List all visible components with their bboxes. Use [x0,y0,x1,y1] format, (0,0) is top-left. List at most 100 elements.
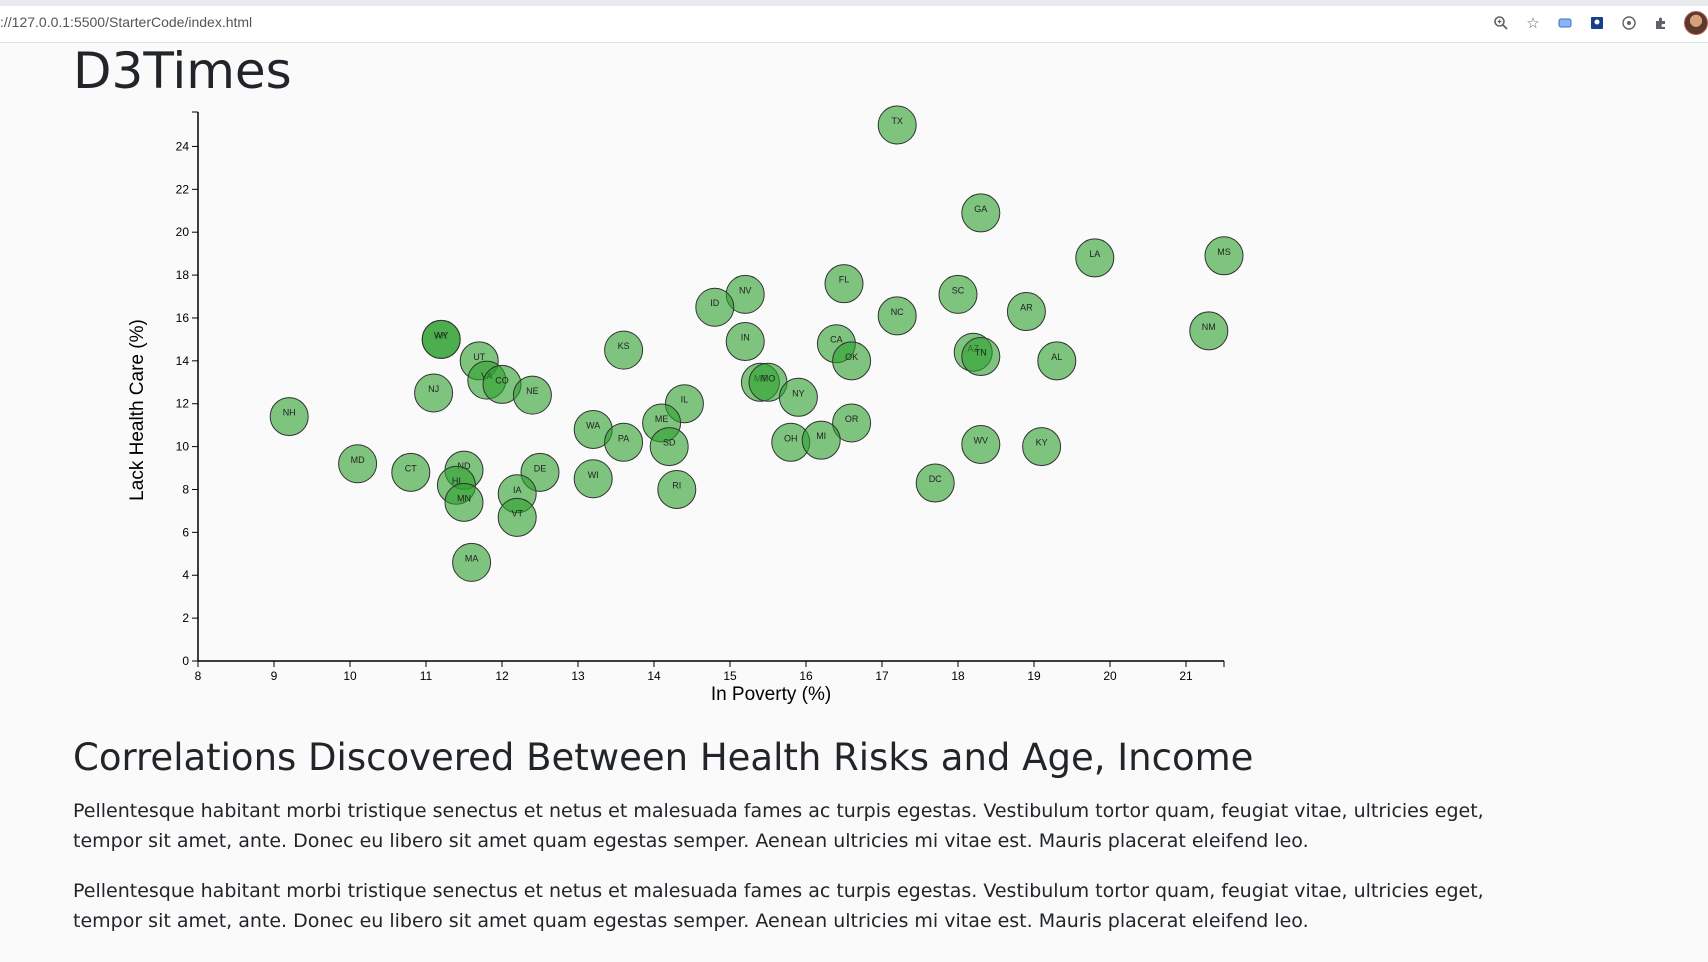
screen-icon[interactable] [1588,14,1606,32]
data-point-label: AR [1020,303,1033,313]
data-point-label: IN [741,333,750,343]
data-point[interactable] [725,322,765,362]
data-point[interactable] [649,427,689,467]
data-point-label: DC [929,474,942,484]
data-point[interactable] [877,105,917,145]
data-point[interactable] [338,444,378,484]
state-point-mi[interactable]: MI [801,420,841,460]
state-point-md[interactable]: MD [338,444,378,484]
data-point[interactable] [444,482,484,522]
bookmark-star-icon[interactable]: ☆ [1526,15,1540,32]
data-point[interactable] [1022,427,1062,467]
data-point[interactable] [778,377,818,417]
data-point[interactable] [1075,238,1115,278]
data-point-label: MN [457,493,471,503]
data-point[interactable] [832,403,872,443]
x-tick-label: 11 [420,669,433,683]
data-point[interactable] [414,373,454,413]
state-point-ms[interactable]: MS [1204,236,1244,276]
paragraph-1: Pellentesque habitant morbi tristique se… [73,800,1484,852]
data-point[interactable] [269,397,309,437]
state-point-ne[interactable]: NE [512,375,552,415]
data-point-label: HI [452,476,461,486]
data-point[interactable] [695,287,735,327]
state-point-nc[interactable]: NC [877,296,917,336]
data-point[interactable] [391,452,431,492]
data-point[interactable] [604,422,644,462]
state-point-or[interactable]: OR [832,403,872,443]
extension-icon[interactable] [1556,14,1574,32]
data-point[interactable] [604,330,644,370]
data-point-label: NC [891,307,904,317]
state-point-dc[interactable]: DC [915,463,955,503]
zoom-icon[interactable] [1492,14,1510,32]
state-point-wv[interactable]: WV [961,424,1001,464]
state-point-mn[interactable]: MN [444,482,484,522]
state-point-ny[interactable]: NY [778,377,818,417]
data-point[interactable] [573,459,613,499]
state-point-sd[interactable]: SD [649,427,689,467]
y-tick-label: 6 [182,525,189,539]
data-point-label: OR [845,414,859,424]
state-point-ct[interactable]: CT [391,452,431,492]
data-point-label: WI [588,470,599,480]
scatter-chart: TXGALAMSFLNVSCIDNCARNMAKWYINKSCAAZTNOKUT… [127,105,1244,705]
state-point-sc[interactable]: SC [938,274,978,314]
state-point-ks[interactable]: KS [604,330,644,370]
data-point[interactable] [801,420,841,460]
data-point[interactable] [452,542,492,582]
data-point-label: WY [434,330,449,340]
data-point[interactable] [512,375,552,415]
data-point[interactable] [1006,292,1046,332]
state-point-ar[interactable]: AR [1006,292,1046,332]
data-point[interactable] [961,193,1001,233]
data-point-label: NH [283,408,296,418]
state-point-vt[interactable]: VT [497,497,537,537]
state-point-al[interactable]: AL [1037,341,1077,381]
data-point[interactable] [832,341,872,381]
data-point[interactable] [824,264,864,304]
y-tick-label: 8 [182,482,189,496]
data-point-label: SD [663,438,676,448]
address-bar[interactable]: ://127.0.0.1:5500/StarterCode/index.html [0,14,253,30]
state-point-ri[interactable]: RI [657,469,697,509]
data-point[interactable] [877,296,917,336]
data-point-label: MD [351,455,365,465]
state-point-ga[interactable]: GA [961,193,1001,233]
data-point-label: UT [473,352,485,362]
data-point[interactable] [961,337,1001,377]
sync-icon[interactable] [1620,14,1638,32]
data-point[interactable] [1189,311,1229,351]
puzzle-icon[interactable] [1652,14,1670,32]
state-point-fl[interactable]: FL [824,264,864,304]
y-tick-label: 16 [176,311,190,325]
state-point-nm[interactable]: NM [1189,311,1229,351]
state-point-ma[interactable]: MA [452,542,492,582]
state-point-ok[interactable]: OK [832,341,872,381]
data-point[interactable] [1204,236,1244,276]
data-point[interactable] [657,469,697,509]
data-point[interactable] [961,424,1001,464]
state-point-id[interactable]: ID [695,287,735,327]
state-point-ky[interactable]: KY [1022,427,1062,467]
data-point-label: NJ [428,384,439,394]
state-point-nh[interactable]: NH [269,397,309,437]
state-point-nj[interactable]: NJ [414,373,454,413]
profile-avatar[interactable] [1684,11,1708,35]
data-point-label: TN [975,348,987,358]
data-point[interactable] [915,463,955,503]
state-point-tx[interactable]: TX [877,105,917,145]
state-point-in[interactable]: IN [725,322,765,362]
data-point[interactable] [497,497,537,537]
data-point-label: CT [405,463,417,473]
data-point[interactable] [938,274,978,314]
y-axis-label: Lack Health Care (%) [127,319,148,501]
state-point-tn[interactable]: TN [961,337,1001,377]
state-point-wi[interactable]: WI [573,459,613,499]
data-point[interactable] [1037,341,1077,381]
state-point-wy[interactable]: WY [421,319,461,359]
state-point-pa[interactable]: PA [604,422,644,462]
data-point[interactable] [421,319,461,359]
state-point-la[interactable]: LA [1075,238,1115,278]
